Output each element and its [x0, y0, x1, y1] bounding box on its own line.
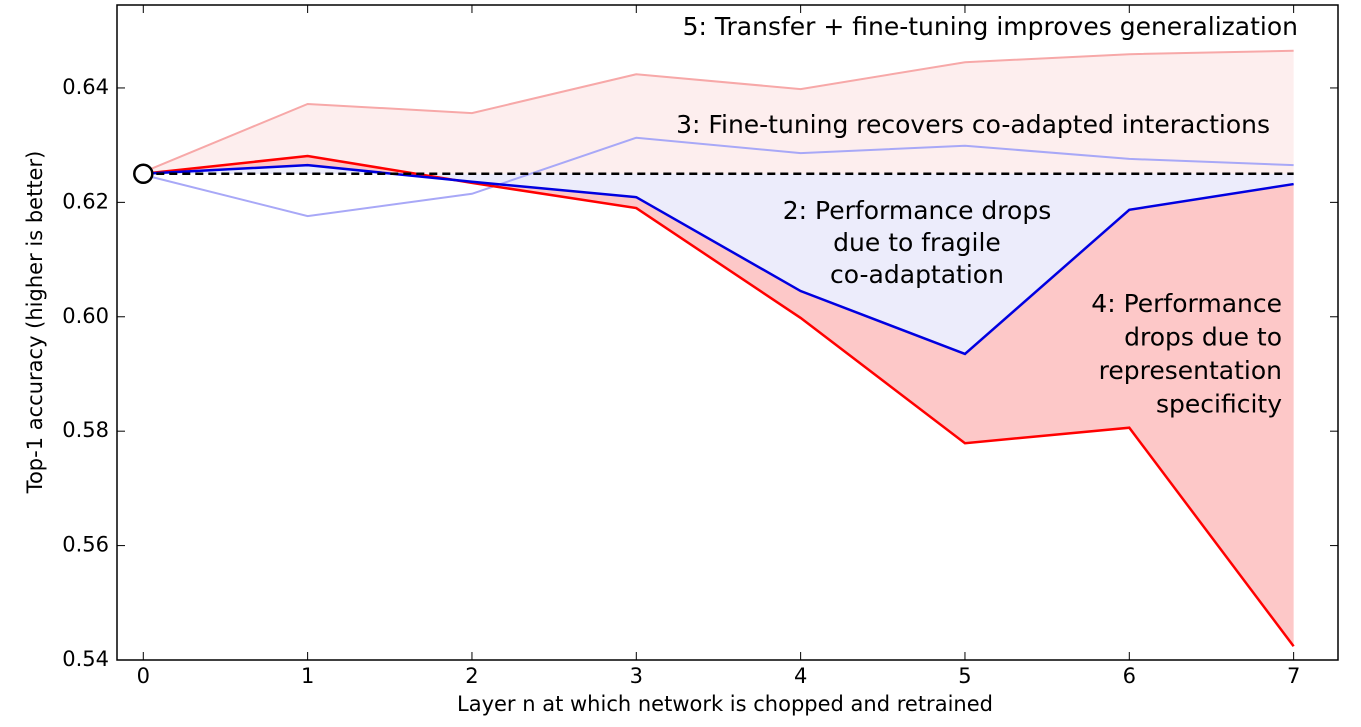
y-tick-label: 0.54	[62, 647, 109, 671]
annotation: 4: Performance	[1091, 289, 1282, 318]
x-tick-label: 0	[137, 664, 150, 688]
fill-band	[143, 165, 1294, 354]
start-marker	[133, 163, 154, 185]
x-tick-label: 6	[1123, 664, 1136, 688]
x-tick-label: 4	[794, 664, 807, 688]
annotation: 3: Fine-tuning recovers co-adapted inter…	[676, 110, 1270, 139]
x-tick-label: 3	[630, 664, 643, 688]
plot-frame	[116, 4, 1339, 661]
y-tick-label: 0.62	[62, 189, 109, 213]
annotation: due to fragile	[833, 228, 1001, 257]
y-tick-label: 0.64	[62, 75, 109, 99]
x-tick-label: 7	[1287, 664, 1300, 688]
series-line	[143, 136, 1294, 218]
series-line	[143, 154, 1295, 648]
fill-band	[143, 156, 1294, 647]
annotation: drops due to	[1124, 323, 1282, 352]
y-tick-label: 0.58	[62, 418, 109, 442]
fill-band	[143, 50, 1294, 174]
y-axis-label: Top-1 accuracy (higher is better)	[23, 151, 47, 495]
annotation: 5: Transfer + fine-tuning improves gener…	[683, 12, 1298, 41]
x-tick-label: 5	[958, 664, 971, 688]
annotation: 2: Performance drops	[783, 196, 1051, 225]
series-line	[142, 49, 1294, 173]
x-tick-label: 2	[465, 664, 478, 688]
x-axis-label: Layer n at which network is chopped and …	[457, 692, 993, 716]
annotation: co-adaptation	[830, 260, 1004, 289]
x-tick-label: 1	[301, 664, 314, 688]
annotation: specificity	[1156, 390, 1282, 419]
y-tick-label: 0.56	[62, 533, 109, 557]
y-tick-label: 0.60	[62, 304, 109, 328]
series-line	[143, 163, 1294, 356]
annotation: representation	[1099, 356, 1282, 385]
